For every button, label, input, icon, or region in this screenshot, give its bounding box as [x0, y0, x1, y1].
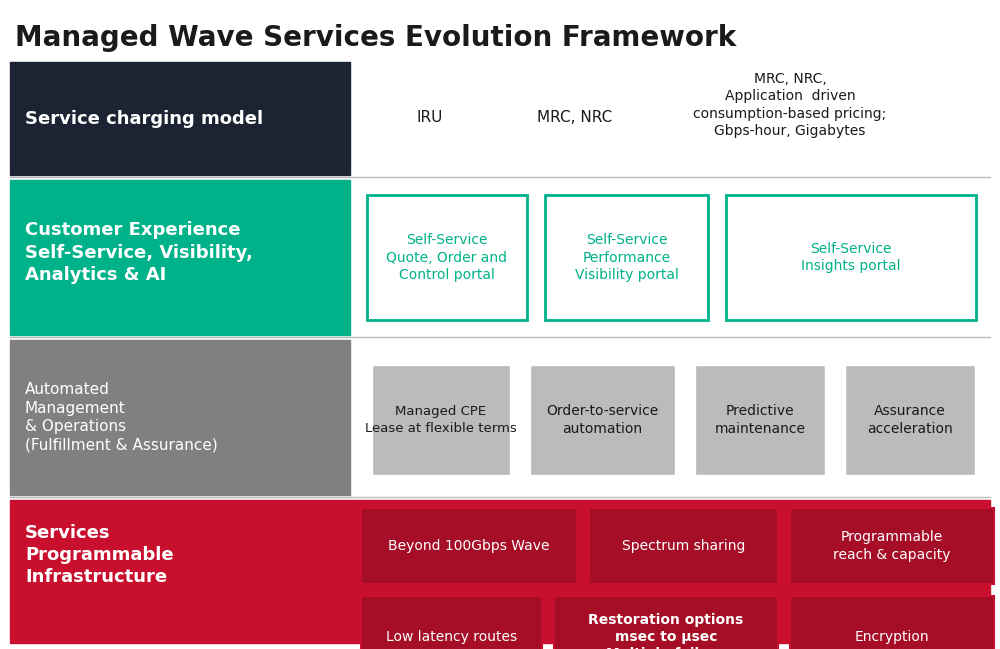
Text: Encryption: Encryption [855, 630, 929, 644]
Bar [361, 508, 577, 584]
Text: Customer Experience
Self-Service, Visibility,
Analytics & AI: Customer Experience Self-Service, Visibi… [25, 221, 253, 284]
Text: Assurance
acceleration: Assurance acceleration [867, 404, 953, 435]
Bar [350, 500, 990, 643]
Text: Managed Wave Services Evolution Framework: Managed Wave Services Evolution Framewor… [15, 24, 736, 52]
Bar [361, 596, 542, 649]
Text: Spectrum sharing: Spectrum sharing [622, 539, 745, 553]
Text: Services
Programmable
Infrastructure: Services Programmable Infrastructure [25, 524, 174, 586]
Bar [589, 508, 778, 584]
Text: Low latency routes: Low latency routes [386, 630, 517, 644]
Text: Programmable
reach & capacity: Programmable reach & capacity [833, 530, 951, 561]
Bar [545, 195, 708, 320]
Bar [726, 195, 976, 320]
Text: Managed CPE
Lease at flexible terms: Managed CPE Lease at flexible terms [365, 406, 517, 434]
Bar [10, 180, 350, 335]
Text: MRC, NRC: MRC, NRC [537, 110, 613, 125]
Text: IRU: IRU [417, 110, 443, 125]
Text: MRC, NRC,
Application  driven
consumption-based pricing;
Gbps-hour, Gigabytes: MRC, NRC, Application driven consumption… [693, 72, 887, 138]
Bar [530, 365, 675, 475]
Bar [10, 62, 350, 175]
Bar [10, 500, 350, 643]
Text: Automated
Management
& Operations
(Fulfillment & Assurance): Automated Management & Operations (Fulfi… [25, 382, 218, 453]
Text: Self-Service
Quote, Order and
Control portal: Self-Service Quote, Order and Control po… [386, 233, 508, 282]
Bar [845, 365, 975, 475]
Text: Self-Service
Performance
Visibility portal: Self-Service Performance Visibility port… [575, 233, 678, 282]
Bar [695, 365, 825, 475]
Text: Predictive
maintenance: Predictive maintenance [714, 404, 806, 435]
Bar [554, 596, 778, 649]
Text: Beyond 100Gbps Wave: Beyond 100Gbps Wave [388, 539, 550, 553]
Text: Restoration options
msec to μsec
Multiple failure: Restoration options msec to μsec Multipl… [588, 613, 744, 649]
Bar [10, 340, 350, 495]
Text: Self-Service
Insights portal: Self-Service Insights portal [801, 242, 901, 273]
Bar [790, 596, 994, 649]
Text: Order-to-service
automation: Order-to-service automation [546, 404, 659, 435]
Bar [372, 365, 510, 475]
Bar [790, 508, 994, 584]
Bar [367, 195, 527, 320]
Text: Service charging model: Service charging model [25, 110, 263, 127]
